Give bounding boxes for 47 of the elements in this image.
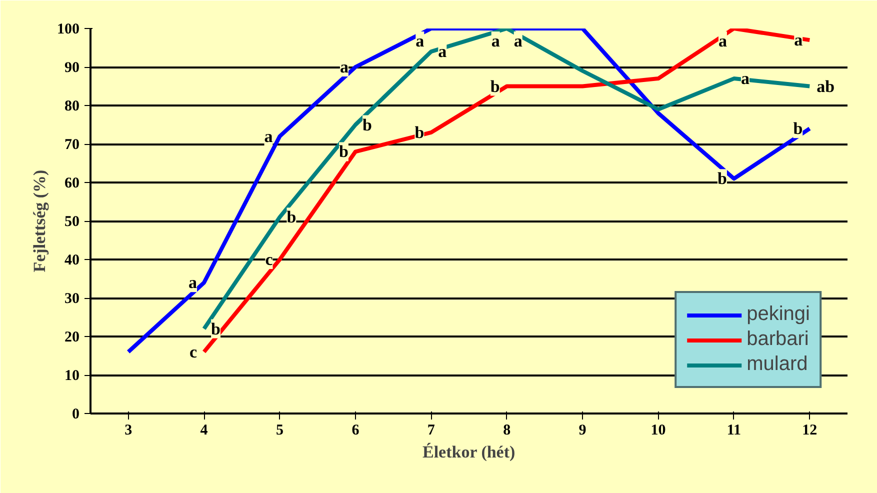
annotation: b — [490, 76, 500, 96]
y-tick-label: 10 — [64, 368, 80, 384]
annotation: b — [414, 122, 424, 142]
y-tick-label: 90 — [64, 60, 80, 76]
legend-label: pekingi — [746, 303, 810, 326]
x-tick-label: 5 — [276, 422, 284, 438]
annotation: b — [286, 208, 296, 227]
x-axis-title: Életkor (hét) — [422, 442, 516, 462]
y-axis-title: Fejlettség (%) — [30, 170, 49, 272]
annotation: a — [188, 273, 198, 292]
annotation: a — [718, 32, 728, 50]
x-tick-label: 11 — [726, 422, 742, 438]
annotation: c — [190, 342, 198, 362]
x-tick-label: 12 — [802, 422, 818, 438]
annotation: b — [338, 142, 348, 162]
annotation: c — [265, 250, 274, 269]
annotation: a — [491, 32, 500, 50]
x-tick-label: 9 — [578, 422, 586, 438]
y-tick-label: 40 — [64, 252, 80, 268]
y-tick-label: 50 — [64, 214, 80, 230]
annotation: a — [794, 30, 804, 50]
y-tick-label: 100 — [57, 22, 80, 38]
x-tick-label: 10 — [650, 422, 666, 438]
annotation: a — [340, 58, 349, 76]
y-tick-label: 70 — [64, 137, 80, 153]
x-tick-label: 6 — [352, 422, 360, 438]
annotation: b — [211, 319, 221, 338]
y-tick-label: 80 — [64, 98, 80, 114]
annotation: a — [740, 69, 750, 88]
x-tick-label: 8 — [503, 422, 511, 438]
annotation: a — [514, 32, 523, 50]
y-tick-label: 20 — [64, 330, 80, 346]
x-tick-label: 7 — [427, 422, 436, 438]
annotation: b — [717, 169, 727, 188]
annotation: a — [438, 42, 448, 62]
x-tick-label: 4 — [200, 422, 208, 438]
annotation: ab — [816, 76, 835, 96]
annotation: b — [362, 115, 372, 134]
annotation: a — [416, 32, 425, 50]
legend-label: barbari — [746, 328, 809, 351]
x-tick-label: 3 — [124, 422, 132, 438]
y-tick-label: 0 — [72, 406, 80, 422]
annotation: b — [793, 119, 803, 138]
y-tick-label: 30 — [64, 291, 80, 307]
annotation: a — [264, 126, 274, 146]
y-tick-label: 60 — [64, 176, 80, 192]
legend-label: mulard — [746, 353, 808, 376]
